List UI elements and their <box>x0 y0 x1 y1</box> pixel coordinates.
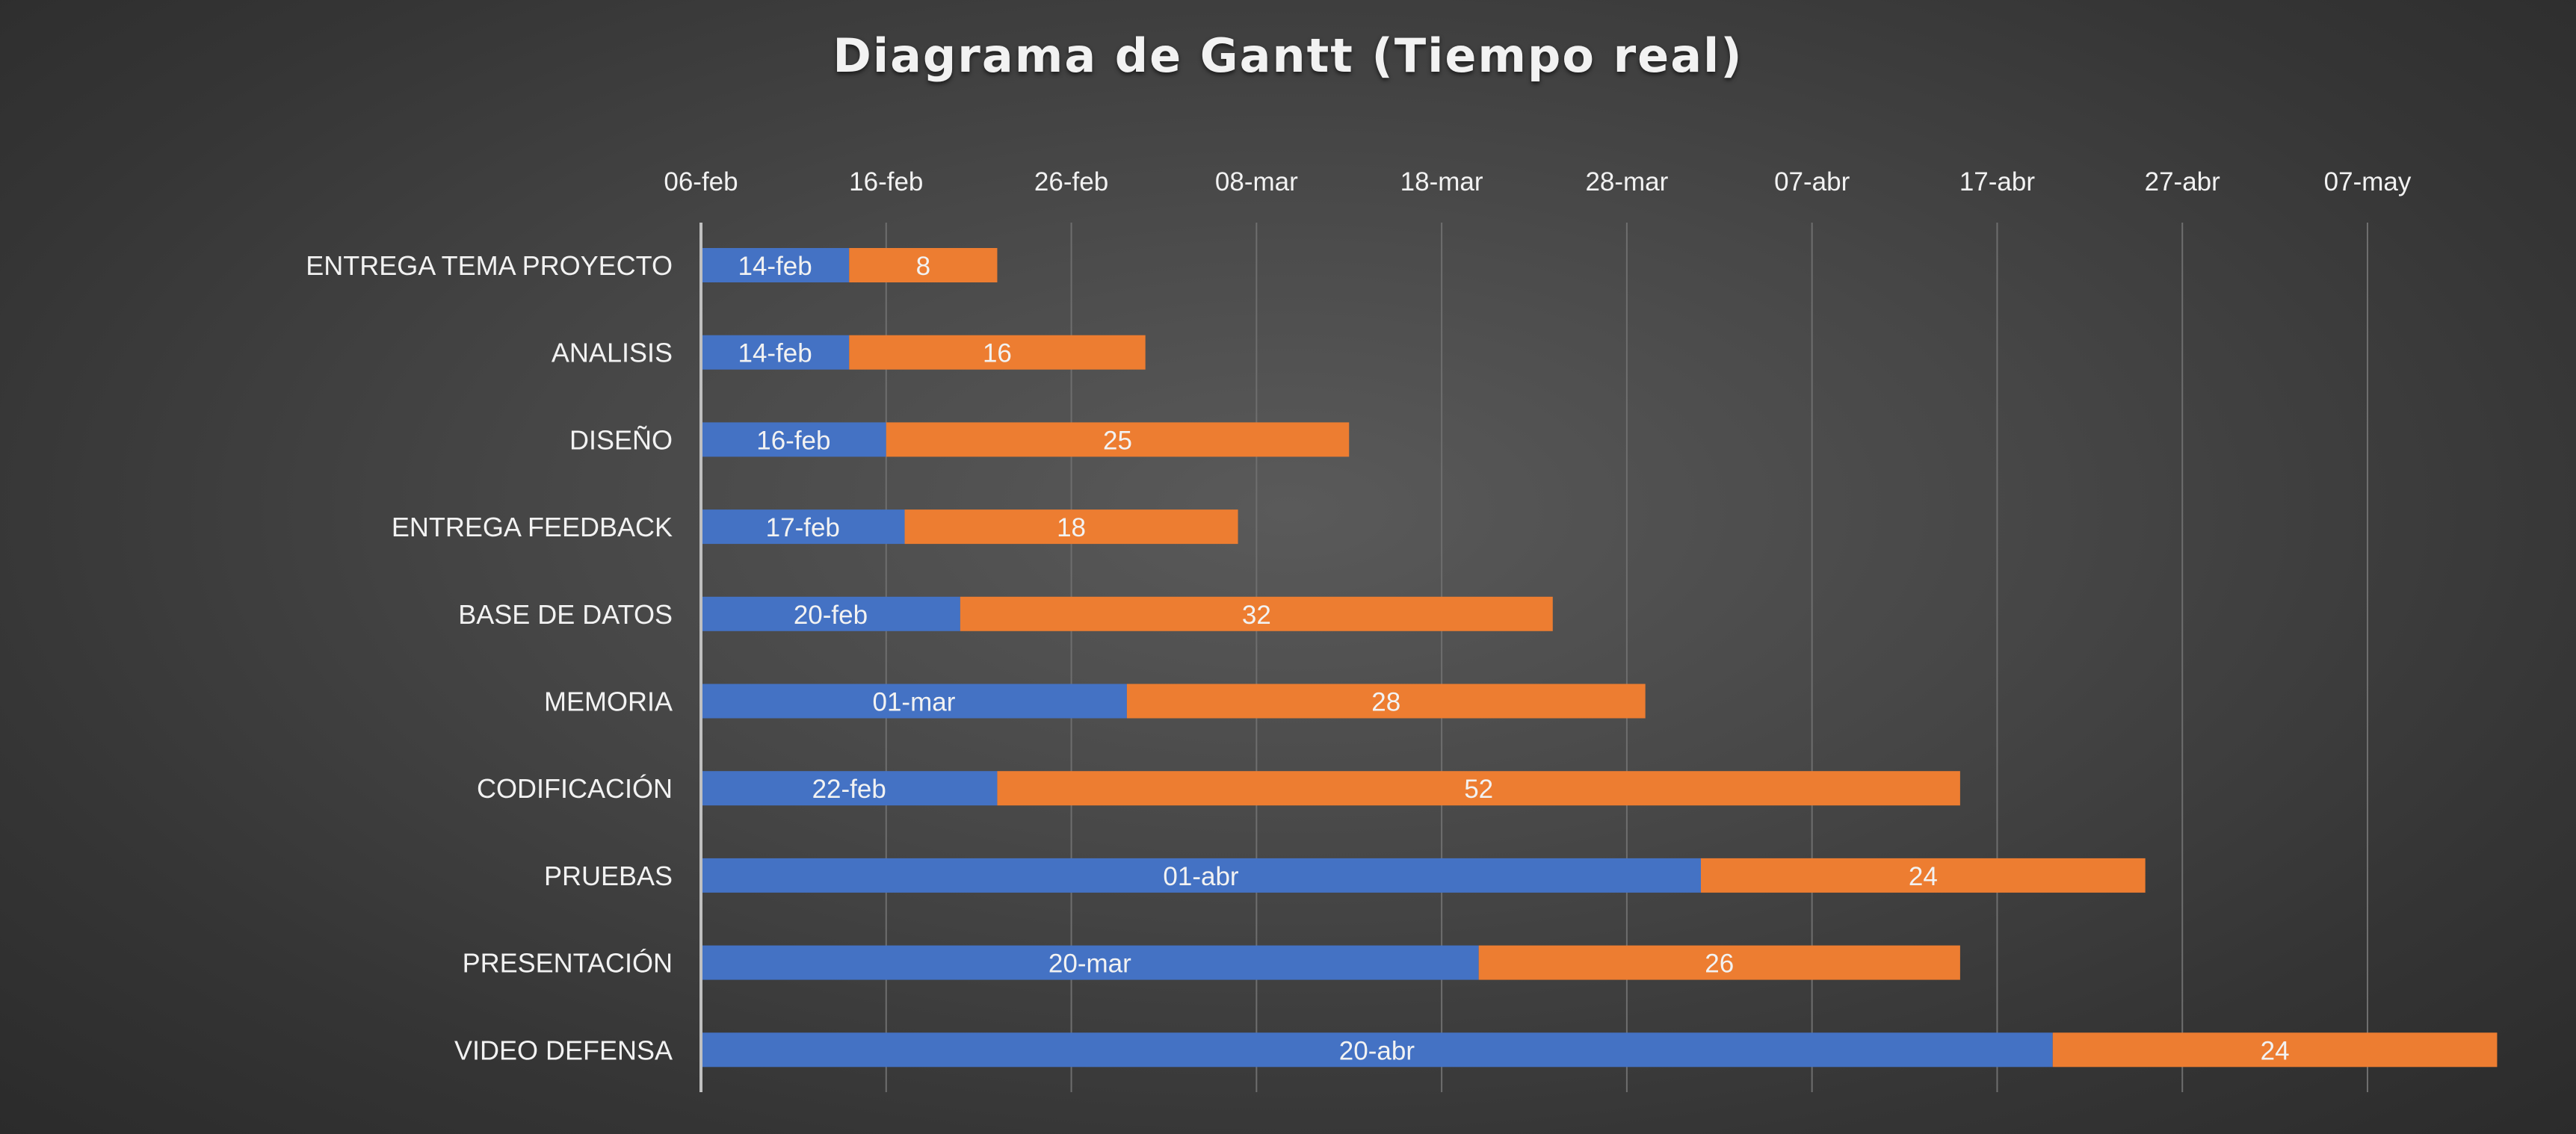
duration-bar-label: 32 <box>1242 601 1271 630</box>
x-tick-label: 07-may <box>2324 167 2412 196</box>
start-bar-label: 20-feb <box>794 601 868 630</box>
start-bar-label: 17-feb <box>766 513 840 542</box>
task-label: VIDEO DEFENSA <box>454 1035 673 1065</box>
duration-bar <box>849 335 1146 370</box>
x-tick-label: 17-abr <box>1959 167 2036 196</box>
start-bar <box>702 771 998 806</box>
task-label: DISEÑO <box>569 424 673 455</box>
task-label: ANALISIS <box>552 338 673 368</box>
task-label: ENTREGA FEEDBACK <box>392 512 673 542</box>
task-label: PRUEBAS <box>544 861 673 891</box>
start-bar-label: 01-abr <box>1163 862 1239 891</box>
x-tick-label: 07-abr <box>1774 167 1850 196</box>
start-bar <box>702 422 886 457</box>
task-label: MEMORIA <box>544 687 673 717</box>
duration-bar <box>886 422 1350 457</box>
duration-bar <box>904 509 1238 545</box>
task-label: CODIFICACIÓN <box>477 773 673 804</box>
duration-bar-label: 24 <box>1909 862 1938 891</box>
start-bar <box>702 858 1701 893</box>
duration-bar <box>1701 858 2146 893</box>
start-bar <box>702 684 1127 719</box>
start-bar-label: 20-abr <box>1339 1036 1415 1065</box>
x-tick-label: 27-abr <box>2145 167 2221 196</box>
duration-bar <box>2052 1032 2498 1068</box>
duration-bar-label: 18 <box>1057 513 1086 542</box>
x-tick-label: 06-feb <box>664 167 738 196</box>
task-label: ENTREGA TEMA PROYECTO <box>306 250 673 281</box>
start-bar-label: 14-feb <box>738 252 812 281</box>
start-bar-label: 14-feb <box>738 339 812 368</box>
start-bar <box>702 596 960 631</box>
chart-title: Diagrama de Gantt (Tiempo real) <box>833 28 1743 83</box>
duration-bar <box>997 771 1960 806</box>
duration-bar-label: 8 <box>916 252 930 281</box>
duration-bar-label: 26 <box>1705 949 1734 979</box>
x-tick-label: 08-mar <box>1215 167 1298 196</box>
start-bar-label: 01-mar <box>873 688 956 717</box>
start-bar-label: 22-feb <box>812 775 886 804</box>
start-bar-label: 20-mar <box>1048 949 1131 979</box>
start-bar <box>702 335 850 370</box>
start-bar <box>702 1032 2053 1068</box>
duration-bar <box>849 248 998 282</box>
duration-bar-label: 28 <box>1371 688 1400 717</box>
task-label: PRESENTACIÓN <box>463 948 673 979</box>
duration-bar-label: 24 <box>2261 1036 2290 1065</box>
duration-bar-label: 25 <box>1103 426 1132 455</box>
duration-bar <box>960 596 1553 631</box>
x-tick-label: 16-feb <box>849 167 923 196</box>
duration-bar <box>1478 945 1960 980</box>
x-tick-label: 26-feb <box>1034 167 1108 196</box>
duration-bar <box>1126 684 1646 719</box>
x-tick-label: 28-mar <box>1585 167 1668 196</box>
duration-bar-label: 16 <box>983 339 1012 368</box>
x-tick-label: 18-mar <box>1400 167 1483 196</box>
start-bar <box>702 945 1479 980</box>
start-bar <box>702 248 850 282</box>
start-bar <box>702 509 905 545</box>
start-bar-label: 16-feb <box>756 426 830 455</box>
duration-bar-label: 52 <box>1464 775 1493 804</box>
task-label: BASE DE DATOS <box>458 599 673 630</box>
